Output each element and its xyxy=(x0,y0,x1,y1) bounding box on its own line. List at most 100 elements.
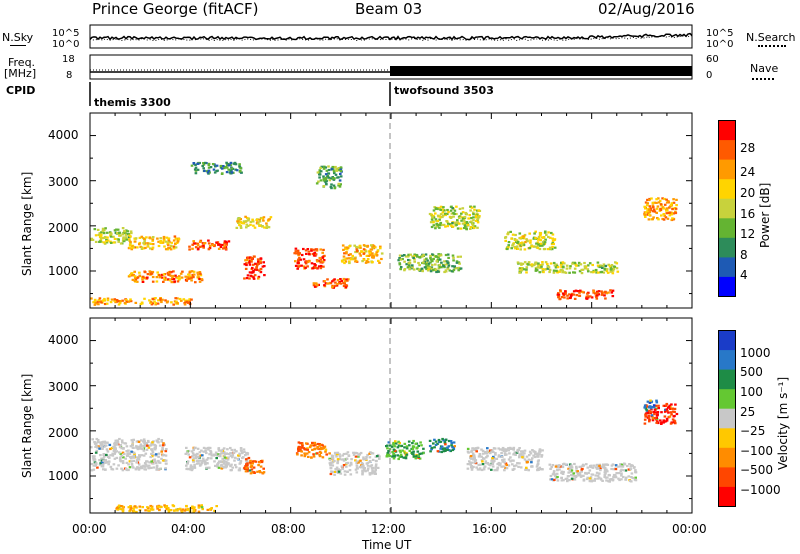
heatmap-cell xyxy=(671,418,675,421)
heatmap-cell xyxy=(118,437,121,441)
heatmap-cell xyxy=(348,260,351,263)
heatmap-cell xyxy=(227,240,231,243)
heatmap-cell xyxy=(134,301,138,304)
heatmap-cell xyxy=(672,212,676,215)
heatmap-cell xyxy=(535,465,539,468)
heatmap-cell xyxy=(541,263,544,266)
heatmap-cell xyxy=(96,446,99,449)
heatmap-cell xyxy=(476,217,480,221)
heatmap-cell xyxy=(154,462,158,465)
heatmap-cell xyxy=(371,452,375,455)
heatmap-cell xyxy=(590,464,593,467)
heatmap-cell xyxy=(246,452,250,455)
heatmap-cell xyxy=(116,508,119,511)
heatmap-cell xyxy=(378,455,381,458)
heatmap-cell xyxy=(100,447,104,450)
heatmap-cell xyxy=(610,464,614,467)
heatmap-cell xyxy=(555,264,559,267)
heatmap-cell xyxy=(578,465,581,468)
heatmap-cell xyxy=(255,267,258,270)
heatmap-cell xyxy=(538,453,541,456)
heatmap-cell xyxy=(479,463,482,466)
heatmap-cell xyxy=(236,220,239,223)
heatmap-cell xyxy=(138,467,142,470)
heatmap-cell xyxy=(92,457,95,460)
heatmap-cell xyxy=(132,438,135,441)
heatmap-cell xyxy=(96,228,100,231)
heatmap-cell xyxy=(657,201,661,204)
heatmap-cell xyxy=(630,472,634,475)
heatmap-cell xyxy=(120,467,123,470)
heatmap-cell xyxy=(526,460,529,464)
vel-cbar-tick-500: 500 xyxy=(740,365,763,379)
heatmap-cell xyxy=(657,197,660,200)
heatmap-cell xyxy=(627,475,631,478)
heatmap-cell xyxy=(253,268,257,271)
heatmap-cell xyxy=(559,263,563,266)
heatmap-cell xyxy=(470,450,473,453)
heatmap-cell xyxy=(178,297,182,301)
heatmap-cell xyxy=(206,446,210,450)
heatmap-cell xyxy=(386,452,390,455)
heatmap-cell xyxy=(140,454,144,457)
heatmap-cell xyxy=(403,446,406,449)
heatmap-cell xyxy=(213,171,217,174)
heatmap-cell xyxy=(94,234,98,237)
heatmap-cell xyxy=(595,295,598,298)
heatmap-cell xyxy=(259,465,263,468)
heatmap-cell xyxy=(144,246,147,249)
heatmap-cell xyxy=(407,262,411,265)
heatmap-cell xyxy=(493,457,496,460)
heatmap-cell xyxy=(207,169,211,172)
heatmap-cell xyxy=(367,254,371,257)
heatmap-cell xyxy=(483,465,487,468)
heatmap-cell xyxy=(345,246,349,249)
heatmap-cell xyxy=(541,236,545,239)
heatmap-cell xyxy=(584,471,587,475)
heatmap-cell xyxy=(634,469,637,472)
heatmap-cell xyxy=(106,239,110,242)
heatmap-cell xyxy=(607,263,610,266)
heatmap-cell xyxy=(205,451,208,455)
heatmap-cell xyxy=(407,255,410,258)
heatmap-cell xyxy=(518,232,522,235)
heatmap-cell xyxy=(253,471,256,474)
heatmap-cell xyxy=(334,165,337,169)
heatmap-cell xyxy=(196,244,200,247)
heatmap-cell xyxy=(100,465,104,468)
heatmap-cell xyxy=(222,465,225,469)
heatmap-cell xyxy=(161,298,164,301)
heatmap-cell xyxy=(138,274,141,277)
heatmap-cell xyxy=(343,261,346,265)
heatmap-cell xyxy=(249,274,253,277)
heatmap-cell xyxy=(151,441,154,444)
heatmap-cell xyxy=(353,257,357,260)
heatmap-cell xyxy=(335,284,339,287)
heatmap-cell xyxy=(101,441,104,444)
heatmap-cell xyxy=(429,254,432,257)
heatmap-cell xyxy=(129,235,132,238)
heatmap-cell xyxy=(100,301,103,304)
heatmap-cell xyxy=(261,265,265,268)
heatmap-cell xyxy=(533,453,537,456)
heatmap-cell xyxy=(134,237,138,240)
heatmap-cell xyxy=(316,446,319,449)
heatmap-cell xyxy=(191,247,194,250)
heatmap-cell xyxy=(546,248,550,251)
heatmap-cell xyxy=(300,454,303,457)
heatmap-cell xyxy=(573,475,576,478)
heatmap-cell xyxy=(240,222,244,225)
heatmap-cell xyxy=(450,224,453,227)
heatmap-cell xyxy=(323,180,327,183)
heatmap-cell xyxy=(364,261,368,264)
heatmap-cell xyxy=(265,222,268,225)
heatmap-cell xyxy=(443,440,447,443)
heatmap-cell xyxy=(432,221,435,224)
heatmap-cell xyxy=(368,456,372,459)
heatmap-cell xyxy=(169,274,173,277)
heatmap-cell xyxy=(193,509,197,512)
heatmap-cell xyxy=(562,479,565,482)
heatmap-cell xyxy=(207,239,210,242)
heatmap-cell xyxy=(206,508,210,511)
